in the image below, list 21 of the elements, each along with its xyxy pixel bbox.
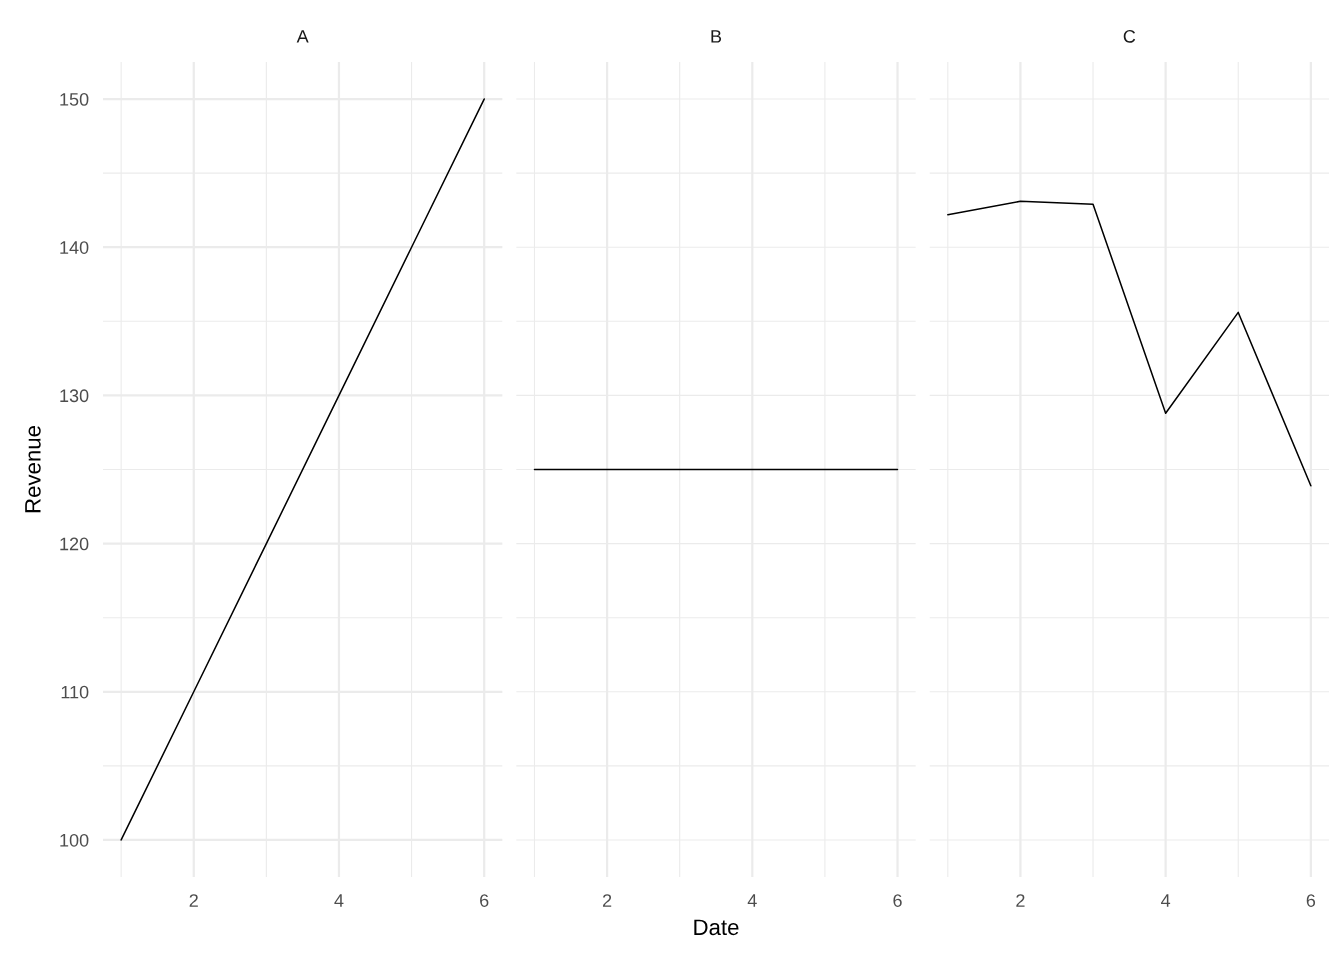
- y-tick-label: 150: [60, 92, 89, 106]
- y-axis-title: Revenue: [25, 426, 41, 513]
- y-tick-label: 100: [60, 833, 89, 847]
- x-tick-label: 6: [893, 894, 902, 907]
- x-tick-label: 2: [189, 894, 198, 907]
- y-tick-label: 130: [60, 389, 89, 403]
- chart-title: B: [711, 30, 722, 43]
- x-tick-label: 2: [602, 894, 612, 907]
- x-axis-title: Date: [694, 919, 739, 936]
- x-tick-label: 4: [1161, 894, 1171, 907]
- x-tick-label: 2: [1016, 894, 1025, 907]
- x-tick-label: 6: [480, 894, 489, 907]
- y-tick-label: 120: [60, 537, 89, 551]
- chart-title: C: [1123, 29, 1136, 43]
- x-tick-label: 6: [1306, 894, 1316, 907]
- chart-title: A: [296, 30, 309, 43]
- y-tick-label: 110: [61, 685, 89, 699]
- y-tick-label: 140: [60, 241, 89, 254]
- x-tick-label: 4: [334, 894, 344, 907]
- x-tick-label: 4: [747, 894, 757, 907]
- line-series: [120, 98, 485, 841]
